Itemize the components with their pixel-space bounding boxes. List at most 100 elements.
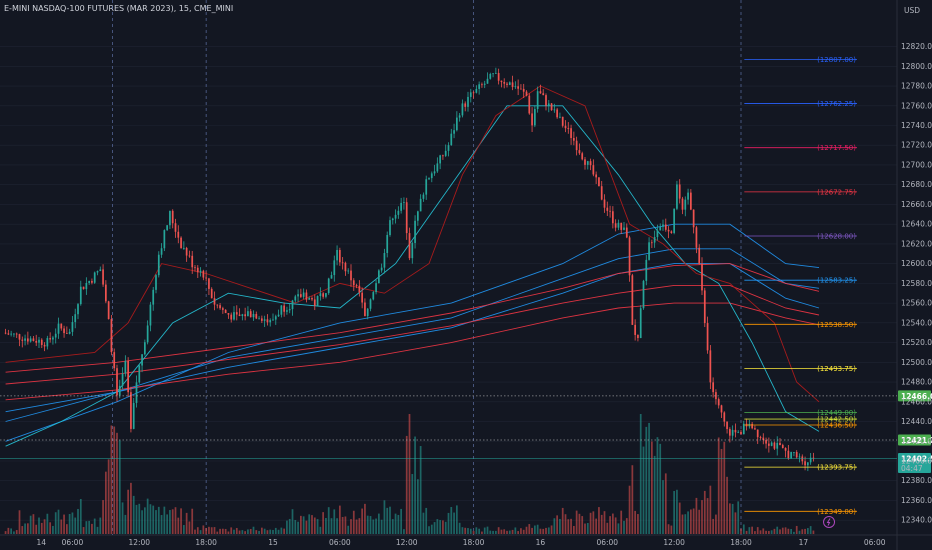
- price-tick-label: 12720.00: [901, 141, 932, 150]
- volume-bar: [233, 529, 235, 534]
- candle-body: [483, 83, 486, 85]
- volume-bar: [333, 509, 336, 534]
- volume-bar: [662, 480, 664, 534]
- candle-body: [322, 293, 325, 297]
- candle-body: [600, 186, 603, 200]
- volume-bar: [542, 528, 545, 534]
- candle-body: [728, 429, 731, 436]
- candle-body: [104, 284, 107, 302]
- level-label: (12762.25): [817, 100, 856, 108]
- volume-bar: [174, 507, 177, 534]
- volume-bar: [93, 518, 96, 534]
- volume-bar: [247, 529, 249, 534]
- candle-body: [380, 267, 383, 271]
- volume-bar: [352, 510, 355, 534]
- volume-bar: [472, 531, 475, 534]
- candle-body: [467, 96, 469, 107]
- time-tick-label: 15: [268, 538, 278, 547]
- candle-body: [609, 210, 611, 212]
- time-tick-label: 18:00: [463, 538, 485, 547]
- volume-bar: [130, 482, 132, 534]
- volume-bar: [581, 516, 584, 534]
- candle-body: [205, 277, 208, 279]
- candle-body: [299, 294, 302, 297]
- candle-body: [447, 145, 450, 151]
- volume-bar: [611, 513, 614, 534]
- price-tag-label: 12421.25: [901, 436, 932, 445]
- volume-bar: [171, 509, 174, 534]
- candle-body: [664, 224, 667, 230]
- volume-bar: [280, 527, 283, 534]
- volume-bar: [528, 524, 531, 534]
- price-tick-label: 12760.00: [901, 101, 932, 110]
- volume-bar: [726, 476, 728, 534]
- candle-body: [177, 231, 180, 238]
- candle-body: [110, 319, 113, 353]
- volume-bar: [464, 527, 467, 534]
- volume-bar: [664, 473, 667, 534]
- volume-bar: [216, 531, 219, 534]
- volume-bar: [327, 507, 330, 534]
- countdown-label: 04:47: [901, 464, 923, 473]
- misc: [823, 516, 836, 528]
- candle-body: [238, 314, 241, 316]
- volume-bar: [745, 530, 748, 534]
- volume-bar: [781, 527, 784, 534]
- volume-bar: [127, 489, 130, 534]
- candle-body: [107, 301, 110, 320]
- candle-body: [141, 354, 143, 366]
- volume-bar: [60, 519, 63, 534]
- candle-body: [163, 230, 166, 249]
- volume-bar: [308, 514, 311, 534]
- volume-bar: [272, 529, 274, 534]
- volume-bar: [325, 518, 327, 534]
- candle-body: [481, 84, 483, 86]
- candle-body: [221, 308, 224, 310]
- volume-bar: [32, 514, 35, 534]
- volume-bar: [514, 527, 517, 534]
- volume-bar: [29, 515, 32, 534]
- candle-body: [709, 350, 712, 383]
- candle-body: [547, 103, 550, 106]
- candle-body: [673, 208, 676, 233]
- candle-body: [801, 456, 804, 462]
- candle-body: [653, 237, 656, 243]
- volume-bar: [556, 515, 559, 534]
- candle-body: [68, 331, 71, 334]
- volume-bar: [104, 471, 107, 534]
- volume-bar: [205, 528, 208, 534]
- time-tick-label: 12:00: [128, 538, 150, 547]
- candle-body: [542, 93, 545, 96]
- candle-body: [397, 210, 400, 215]
- volume-bar: [598, 507, 600, 534]
- volume-bar: [79, 499, 82, 534]
- volume-bar: [430, 524, 433, 534]
- candle-body: [403, 202, 405, 204]
- volume-bar: [422, 512, 425, 534]
- volume-bar: [411, 474, 414, 534]
- candle-body: [269, 320, 272, 323]
- price-tick-label: 12440.00: [901, 417, 932, 426]
- volume-bars: [4, 414, 815, 534]
- moving-average-line: [5, 302, 820, 401]
- candle-body: [676, 184, 678, 209]
- lightning-glyph: [826, 518, 831, 526]
- candle-body: [614, 223, 617, 228]
- candle-body: [439, 155, 442, 164]
- candle-body: [40, 339, 43, 345]
- volume-bar: [603, 511, 606, 534]
- price-tick-label: 12420.00: [901, 437, 932, 446]
- volume-bar: [754, 531, 756, 534]
- volume-bar: [38, 517, 40, 534]
- volume-bar: [338, 505, 341, 534]
- candle-body: [266, 319, 269, 323]
- volume-bar: [99, 517, 102, 534]
- volume-bar: [330, 518, 333, 534]
- candle-body: [779, 442, 781, 446]
- volume-bar: [91, 523, 93, 534]
- candle-body: [288, 309, 291, 311]
- volume-bar: [525, 526, 528, 534]
- candle-body: [369, 299, 372, 309]
- candle-body: [32, 338, 35, 341]
